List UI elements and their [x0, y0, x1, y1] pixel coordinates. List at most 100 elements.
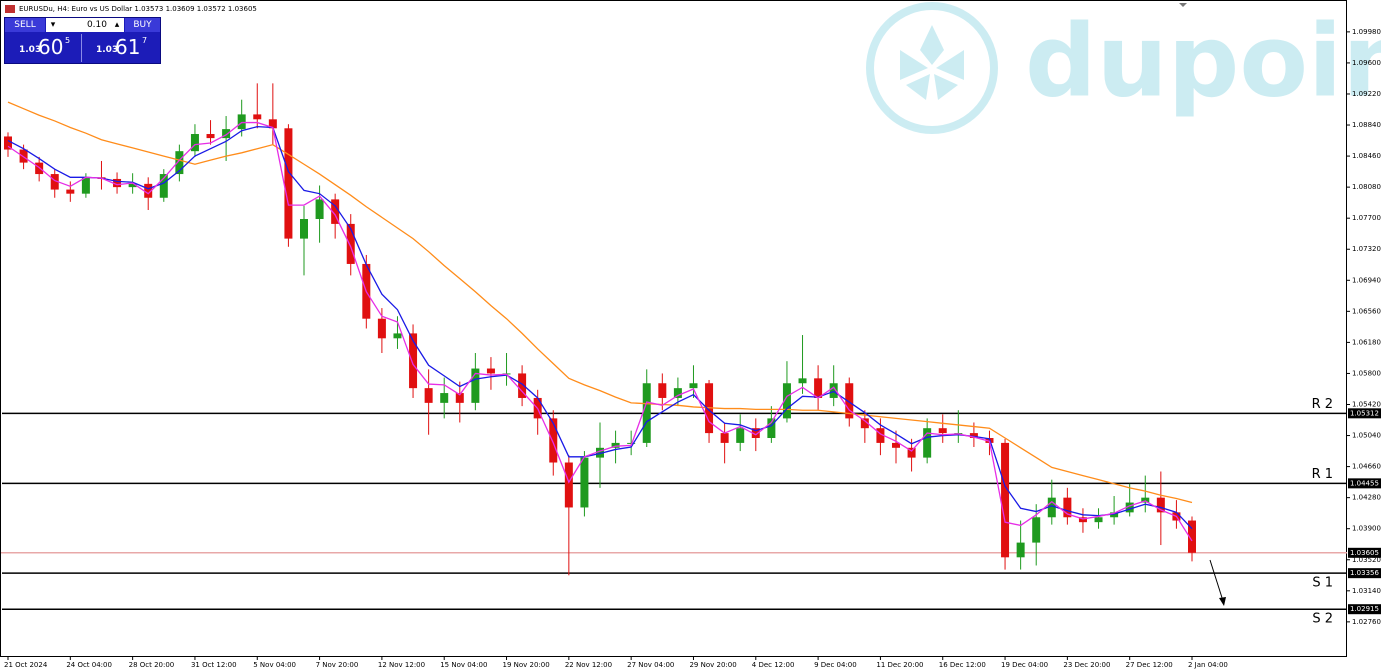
ask-big: 61 — [115, 35, 141, 59]
y-tick-label: 1.07320 — [1352, 245, 1381, 253]
candle-body — [409, 333, 418, 389]
candle-body — [113, 178, 122, 188]
level-price-box — [1348, 604, 1381, 615]
candle-body — [611, 442, 620, 448]
y-tick-label: 1.09220 — [1352, 90, 1381, 98]
candle-body — [19, 149, 28, 163]
bid-prefix: 1.03 — [19, 45, 42, 55]
candle-body — [596, 447, 604, 458]
y-tick-label: 1.03520 — [1352, 556, 1381, 564]
candle-body — [268, 119, 277, 129]
level-price-box — [1348, 408, 1381, 419]
candle-body — [424, 388, 433, 403]
y-tick-label: 1.02760 — [1352, 618, 1381, 626]
x-tick-label: 11 Dec 20:00 — [876, 661, 923, 669]
candle-body — [128, 183, 137, 188]
candle-body — [486, 368, 495, 374]
y-tick-label: 1.08080 — [1352, 183, 1381, 191]
candle-body — [1063, 497, 1072, 518]
candle-body — [549, 418, 558, 463]
candle-body — [751, 428, 760, 438]
candle-body — [1078, 517, 1087, 523]
x-tick-label: 29 Nov 20:00 — [689, 661, 736, 669]
candle-body — [689, 383, 698, 389]
candle-body — [66, 189, 75, 194]
y-tick-label: 1.07700 — [1352, 214, 1381, 222]
y-tick-label: 1.04660 — [1352, 463, 1381, 471]
candle-body — [377, 318, 386, 339]
level-price-label: 1.05312 — [1350, 409, 1379, 417]
candle-body — [4, 136, 12, 150]
candle-body — [814, 378, 823, 398]
candle-body — [346, 223, 355, 264]
ask-small: 7 — [142, 36, 148, 45]
y-tick-label: 1.06180 — [1352, 338, 1381, 346]
candle-body — [471, 368, 480, 403]
candle-body — [564, 462, 573, 508]
panel-divider — [81, 34, 82, 62]
plot-frame — [0, 0, 1347, 657]
symbol-header: EURUSDu, H4: Euro vs US Dollar 1.03573 1… — [19, 5, 257, 13]
y-tick-label: 1.08840 — [1352, 121, 1381, 129]
y-tick-label: 1.05800 — [1352, 369, 1381, 377]
candle-body — [767, 418, 776, 438]
candle-body — [673, 388, 682, 398]
candle-body — [159, 174, 168, 198]
lot-input[interactable]: 0.10 — [60, 18, 110, 32]
lot-down[interactable]: ▾ — [46, 18, 60, 32]
candle-body — [440, 393, 449, 403]
shift-marker — [1179, 3, 1187, 7]
candle-body — [860, 418, 869, 429]
level-name: R 1 — [1312, 467, 1333, 482]
candle-body — [627, 442, 636, 444]
candle-body — [206, 134, 215, 139]
forecast-arrow — [1209, 559, 1225, 605]
candle-body — [1001, 442, 1010, 558]
one-click-panel: SELL ▾ 0.10 ▴ BUY 1.03 60 5 1.03 61 7 — [4, 17, 161, 64]
level-price-box — [1348, 478, 1381, 489]
sell-button[interactable]: SELL — [5, 18, 45, 32]
candle-body — [923, 428, 932, 458]
candle-body — [222, 129, 231, 139]
x-tick-label: 9 Dec 04:00 — [814, 661, 857, 669]
x-tick-label: 19 Nov 20:00 — [503, 661, 550, 669]
candle-body — [658, 383, 667, 398]
candle-body — [190, 134, 199, 152]
candle-body — [1016, 542, 1025, 558]
level-price-label: 1.04455 — [1350, 479, 1379, 487]
watermark-text: dupoin — [1025, 2, 1381, 119]
candle-body — [455, 393, 464, 403]
candle-body — [1125, 502, 1134, 513]
y-tick-label: 1.09600 — [1352, 59, 1381, 67]
candle-body — [1032, 517, 1041, 543]
symbol-icon — [5, 5, 15, 13]
y-tick-label: 1.09980 — [1352, 28, 1381, 36]
candle-body — [518, 373, 527, 398]
y-tick-label: 1.05420 — [1352, 400, 1381, 408]
x-tick-label: 5 Nov 04:00 — [253, 661, 296, 669]
candle-body — [642, 383, 651, 443]
candle-body — [1094, 517, 1103, 523]
candle-body — [720, 433, 729, 443]
level-name: S 1 — [1312, 576, 1333, 591]
x-tick-label: 2 Jan 04:00 — [1188, 661, 1228, 669]
last-price-label: 1.03605 — [1350, 549, 1379, 557]
candle-body — [580, 457, 589, 508]
x-tick-label: 12 Nov 12:00 — [378, 661, 425, 669]
y-tick-label: 1.04280 — [1352, 494, 1381, 502]
lot-up[interactable]: ▴ — [110, 18, 124, 32]
candle-body — [907, 447, 916, 458]
x-tick-label: 28 Oct 20:00 — [129, 661, 175, 669]
x-tick-label: 15 Nov 04:00 — [440, 661, 487, 669]
candle-body — [845, 383, 854, 419]
level-price-box — [1348, 568, 1381, 579]
candle-body — [892, 442, 900, 448]
x-tick-label: 19 Dec 04:00 — [1001, 661, 1048, 669]
candle-body — [315, 199, 324, 219]
x-tick-label: 27 Dec 12:00 — [1126, 661, 1173, 669]
buy-button[interactable]: BUY — [125, 18, 160, 32]
candle-body — [175, 151, 184, 175]
y-tick-label: 1.06940 — [1352, 276, 1381, 284]
